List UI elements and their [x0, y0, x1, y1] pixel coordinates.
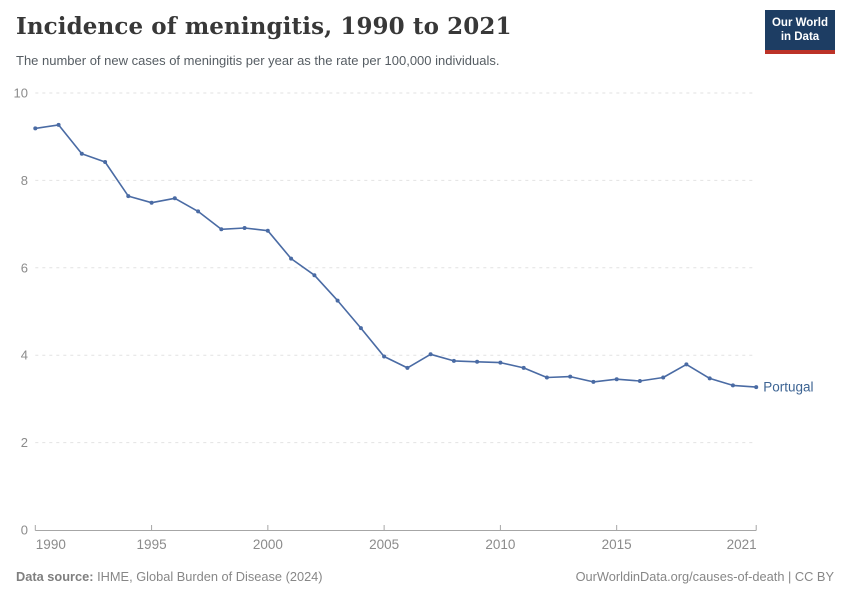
line-chart: 0 2 4 6 8 10 1990 1995 2000 2005 2010 2015 2021 Portu… — [0, 85, 850, 560]
data-point — [498, 360, 503, 365]
data-point — [754, 385, 759, 390]
x-axis-tick-label: 2015 — [602, 537, 632, 552]
y-axis-tick-label: 2 — [21, 435, 28, 450]
data-point — [614, 377, 619, 382]
owid-logo-line1: Our World — [771, 17, 828, 29]
data-point — [591, 379, 596, 384]
data-point — [544, 375, 549, 380]
x-axis-tick-label: 2000 — [253, 537, 283, 552]
data-point — [475, 359, 480, 364]
data-point — [196, 209, 201, 214]
page-title: Incidence of meningitis, 1990 to 2021 — [16, 13, 512, 40]
x-axis-tick-label: 2010 — [485, 537, 515, 552]
chart-svg: 0 2 4 6 8 10 1990 1995 2000 2005 2010 2015 2021 Portu… — [14, 86, 814, 553]
data-point — [312, 273, 317, 278]
data-point — [79, 151, 84, 156]
data-source-label: Data source: — [16, 569, 94, 584]
data-point — [219, 227, 224, 232]
data-point — [126, 194, 131, 199]
x-axis-tick-label: 1995 — [137, 537, 167, 552]
chart-subtitle: The number of new cases of meningitis pe… — [16, 53, 500, 68]
credit-link[interactable]: OurWorldinData.org/causes-of-death | CC … — [575, 569, 834, 584]
data-point — [730, 383, 735, 388]
y-axis-tick-label: 4 — [21, 348, 28, 363]
y-axis-tick-label: 6 — [21, 260, 28, 275]
data-point — [382, 354, 387, 359]
data-point — [265, 228, 270, 233]
y-axis-tick-label: 0 — [21, 523, 28, 538]
y-axis-tick-label: 8 — [21, 173, 28, 188]
data-point — [56, 122, 61, 127]
series-end-label: Portugal — [763, 380, 813, 395]
data-source-note: Data source: IHME, Global Burden of Dise… — [16, 569, 323, 584]
x-axis-tick-label: 1990 — [36, 537, 66, 552]
owid-logo-line2: in Data — [780, 31, 820, 44]
data-point — [405, 365, 410, 370]
data-point — [103, 160, 108, 164]
data-point — [637, 379, 642, 383]
data-point — [289, 256, 294, 261]
data-point — [684, 362, 689, 367]
data-point — [568, 374, 573, 379]
data-point — [242, 226, 247, 230]
data-point — [33, 126, 38, 131]
data-point — [661, 375, 666, 380]
data-point — [335, 298, 340, 303]
owid-logo[interactable]: Our World in Data — [765, 10, 835, 54]
data-source-text: IHME, Global Burden of Disease (2024) — [93, 569, 323, 584]
series-line — [34, 124, 758, 388]
y-axis-tick-label: 10 — [14, 86, 28, 101]
data-point — [428, 352, 433, 357]
x-axis-tick-label: 2005 — [369, 537, 399, 552]
data-point — [451, 358, 456, 363]
data-point — [172, 196, 177, 201]
x-axis-tick-label: 2021 — [727, 537, 757, 552]
data-point — [521, 365, 526, 370]
data-point — [149, 200, 154, 205]
data-point — [707, 376, 712, 381]
data-point — [358, 326, 363, 331]
